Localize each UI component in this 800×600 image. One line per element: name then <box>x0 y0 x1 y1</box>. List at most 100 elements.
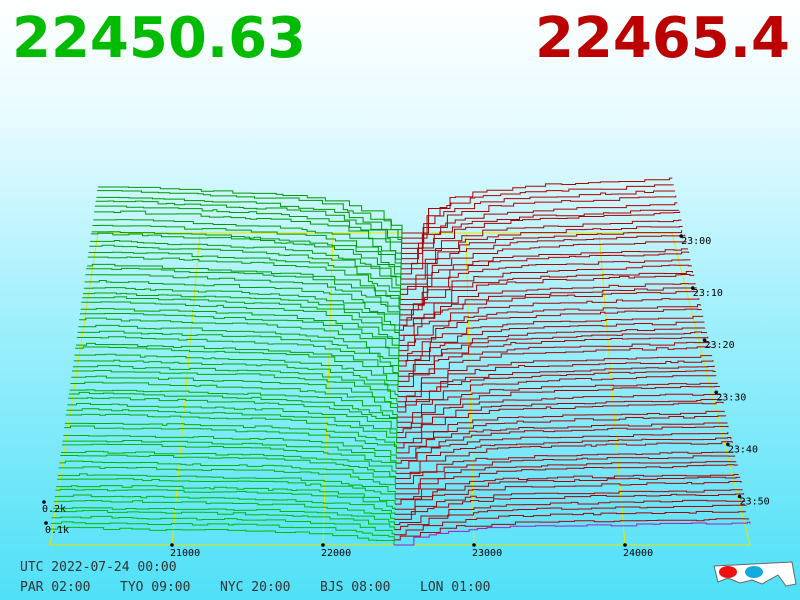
ask-depth-line <box>398 308 702 352</box>
tick-mark <box>679 234 683 238</box>
bid-depth-line <box>67 402 398 433</box>
bid-depth-line <box>53 500 396 520</box>
tick-mark <box>702 338 707 343</box>
time-tick-label: 23:50 <box>740 497 770 508</box>
bid-depth-line <box>94 205 402 254</box>
bid-depth-line <box>88 251 401 295</box>
bid-depth-line <box>72 365 399 397</box>
bid-depth-line <box>75 346 399 382</box>
bid-depth-line <box>71 375 399 407</box>
ask-depth-line <box>397 393 722 428</box>
bid-depth-line <box>70 381 398 413</box>
bid-depth-line <box>79 317 400 356</box>
depth-tick-label: 0.1k <box>45 525 69 536</box>
ask-depth-line <box>401 209 679 260</box>
ask-depth-line <box>396 431 729 464</box>
ask-depth-line <box>394 504 747 531</box>
bid-depth-line <box>65 413 398 443</box>
depth-tick-label: 0.2k <box>42 504 66 515</box>
ask-depth-line <box>401 195 677 249</box>
ask-depth-line <box>395 441 733 474</box>
ask-depth-line <box>397 375 717 413</box>
bid-depth-line <box>51 515 395 535</box>
bid-depth-line <box>76 336 399 372</box>
bid-depth-line <box>89 244 402 290</box>
bid-depth-line <box>68 397 398 428</box>
bid-depth-line <box>63 435 397 459</box>
ask-depth-line <box>401 219 682 270</box>
frame <box>49 232 751 546</box>
bid-depth-line <box>69 389 398 418</box>
tick-mark <box>737 494 742 499</box>
ask-depth-line <box>400 234 686 285</box>
ask-depth-line <box>399 291 699 336</box>
ask-depth-line <box>395 474 739 500</box>
bid-depth-line <box>61 443 397 469</box>
time-tick-label: 23:20 <box>705 340 735 351</box>
ask-depth-line <box>395 436 732 469</box>
ask-depth-line <box>397 355 713 393</box>
ask-depth-line <box>398 315 704 357</box>
ask-depth-line <box>401 202 678 254</box>
bid-depth-line <box>50 521 395 540</box>
bid-depth-line <box>58 466 396 489</box>
ask-depth-line <box>401 190 676 244</box>
bid-depth-line <box>57 473 396 494</box>
ask-depth-line <box>397 370 716 408</box>
x-tick-label: 22000 <box>321 548 351 559</box>
bid-depth-line <box>96 196 403 244</box>
ask-depth-line <box>400 251 690 300</box>
bid-depth-line <box>91 231 402 274</box>
x-tick-label: 24000 <box>623 548 653 559</box>
ask-depth-line <box>394 510 746 536</box>
x-tick-label: 23000 <box>472 548 502 559</box>
timezone-clock: NYC 20:00 <box>220 580 291 595</box>
bid-depth-line <box>66 408 398 438</box>
ask-depth-line <box>400 259 691 306</box>
ask-depth-line <box>398 341 710 382</box>
ask-depth-line <box>396 415 727 449</box>
bid-depth-line <box>64 425 397 453</box>
ask-depth-line <box>397 385 720 423</box>
bid-depth-line <box>84 280 401 320</box>
bid-depth-line <box>77 330 400 366</box>
ask-depth-line <box>395 464 738 495</box>
ask-depth-line <box>395 461 737 490</box>
bid-depth-line <box>75 342 399 377</box>
ask-depth-line <box>395 455 736 485</box>
ask-depth-line <box>400 226 683 275</box>
ask-depth-line <box>395 476 741 505</box>
bid-depth-line <box>90 240 402 285</box>
bid-depth-line <box>80 308 400 346</box>
ask-depth-line <box>399 304 701 347</box>
ask-depth-line <box>401 211 681 265</box>
ask-depth-line <box>397 382 718 418</box>
bid-depth-line <box>93 219 402 264</box>
tick-mark <box>321 543 325 547</box>
ask-depth-line <box>394 518 750 541</box>
ask-depth-line <box>396 422 728 454</box>
bid-depth-line <box>92 224 402 269</box>
bid-depth-line <box>94 210 402 259</box>
bid-depth-line <box>52 509 395 530</box>
ask-depth-line <box>394 499 746 526</box>
tick-mark <box>623 543 627 547</box>
bid-depth-line <box>86 267 401 311</box>
timezone-clock: BJS 08:00 <box>320 580 391 595</box>
bid-depth-line <box>86 263 401 305</box>
ask-depth-line <box>399 270 693 316</box>
3d-glasses-icon <box>713 561 797 587</box>
ask-depth-line <box>395 451 734 480</box>
ask-depth-line <box>397 360 714 398</box>
tick-mark <box>714 390 718 395</box>
bid-depth-line <box>61 450 397 474</box>
bid-depth-line <box>81 301 400 341</box>
bid-depth-line <box>82 296 400 336</box>
bid-depth-line <box>98 186 403 233</box>
bid-depth-line <box>78 324 400 361</box>
bid-depth-line <box>60 454 397 479</box>
bid-depth-line <box>57 478 396 499</box>
ask-price: 22465.4 <box>534 6 790 71</box>
ask-depth-line <box>397 365 715 403</box>
